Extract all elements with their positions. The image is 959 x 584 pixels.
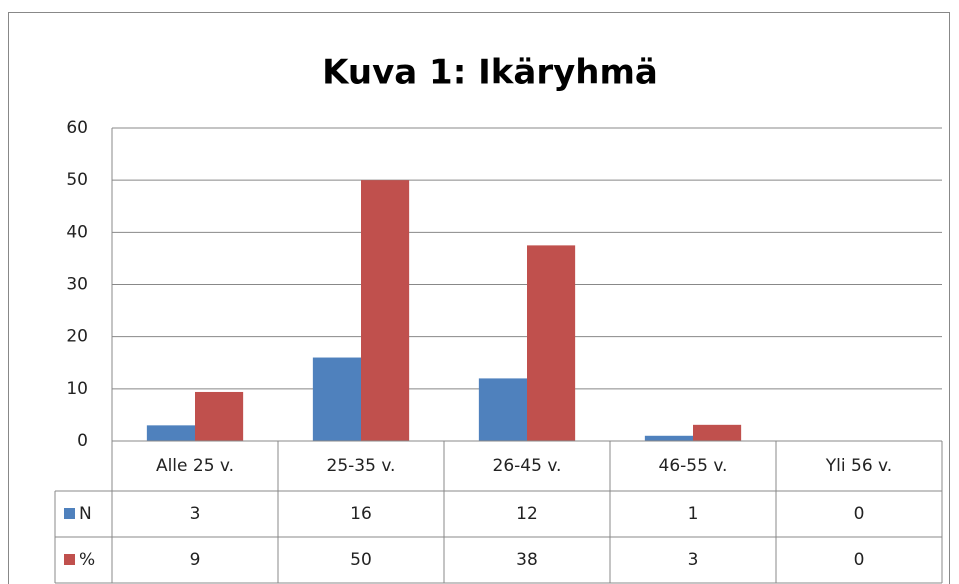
bar — [644, 435, 693, 441]
legend-swatch — [64, 508, 75, 519]
bar — [693, 424, 742, 441]
bar — [478, 378, 527, 441]
legend-label: % — [79, 550, 95, 570]
table-value: 50 — [350, 550, 372, 570]
legend-label: N — [79, 504, 92, 524]
table-value: 0 — [854, 504, 865, 524]
table-value: 12 — [516, 504, 538, 524]
table-value: 3 — [688, 550, 699, 570]
chart-title: Kuva 1: Ikäryhmä — [322, 53, 658, 93]
y-tick-label: 0 — [77, 431, 88, 451]
x-tick-label: Yli 56 v. — [825, 456, 892, 476]
y-tick-label: 10 — [66, 379, 88, 399]
y-tick-label: 30 — [66, 275, 88, 295]
bar — [195, 391, 244, 441]
chart-border — [8, 12, 950, 584]
table-value: 1 — [688, 504, 699, 524]
table-value: 9 — [190, 550, 201, 570]
legend-swatch — [64, 554, 75, 565]
table-value: 38 — [516, 550, 538, 570]
bar — [361, 180, 410, 441]
x-tick-label: 46-55 v. — [659, 456, 728, 476]
x-tick-label: Alle 25 v. — [156, 456, 234, 476]
bar — [146, 425, 195, 441]
y-tick-label: 20 — [66, 327, 88, 347]
bar — [312, 357, 361, 441]
table-value: 3 — [190, 504, 201, 524]
x-tick-label: 25-35 v. — [327, 456, 396, 476]
y-tick-label: 60 — [66, 118, 88, 138]
table-value: 16 — [350, 504, 372, 524]
bar — [527, 245, 576, 441]
x-tick-label: 26-45 v. — [493, 456, 562, 476]
table-value: 0 — [854, 550, 865, 570]
y-tick-label: 40 — [66, 222, 88, 242]
y-tick-label: 50 — [66, 170, 88, 190]
